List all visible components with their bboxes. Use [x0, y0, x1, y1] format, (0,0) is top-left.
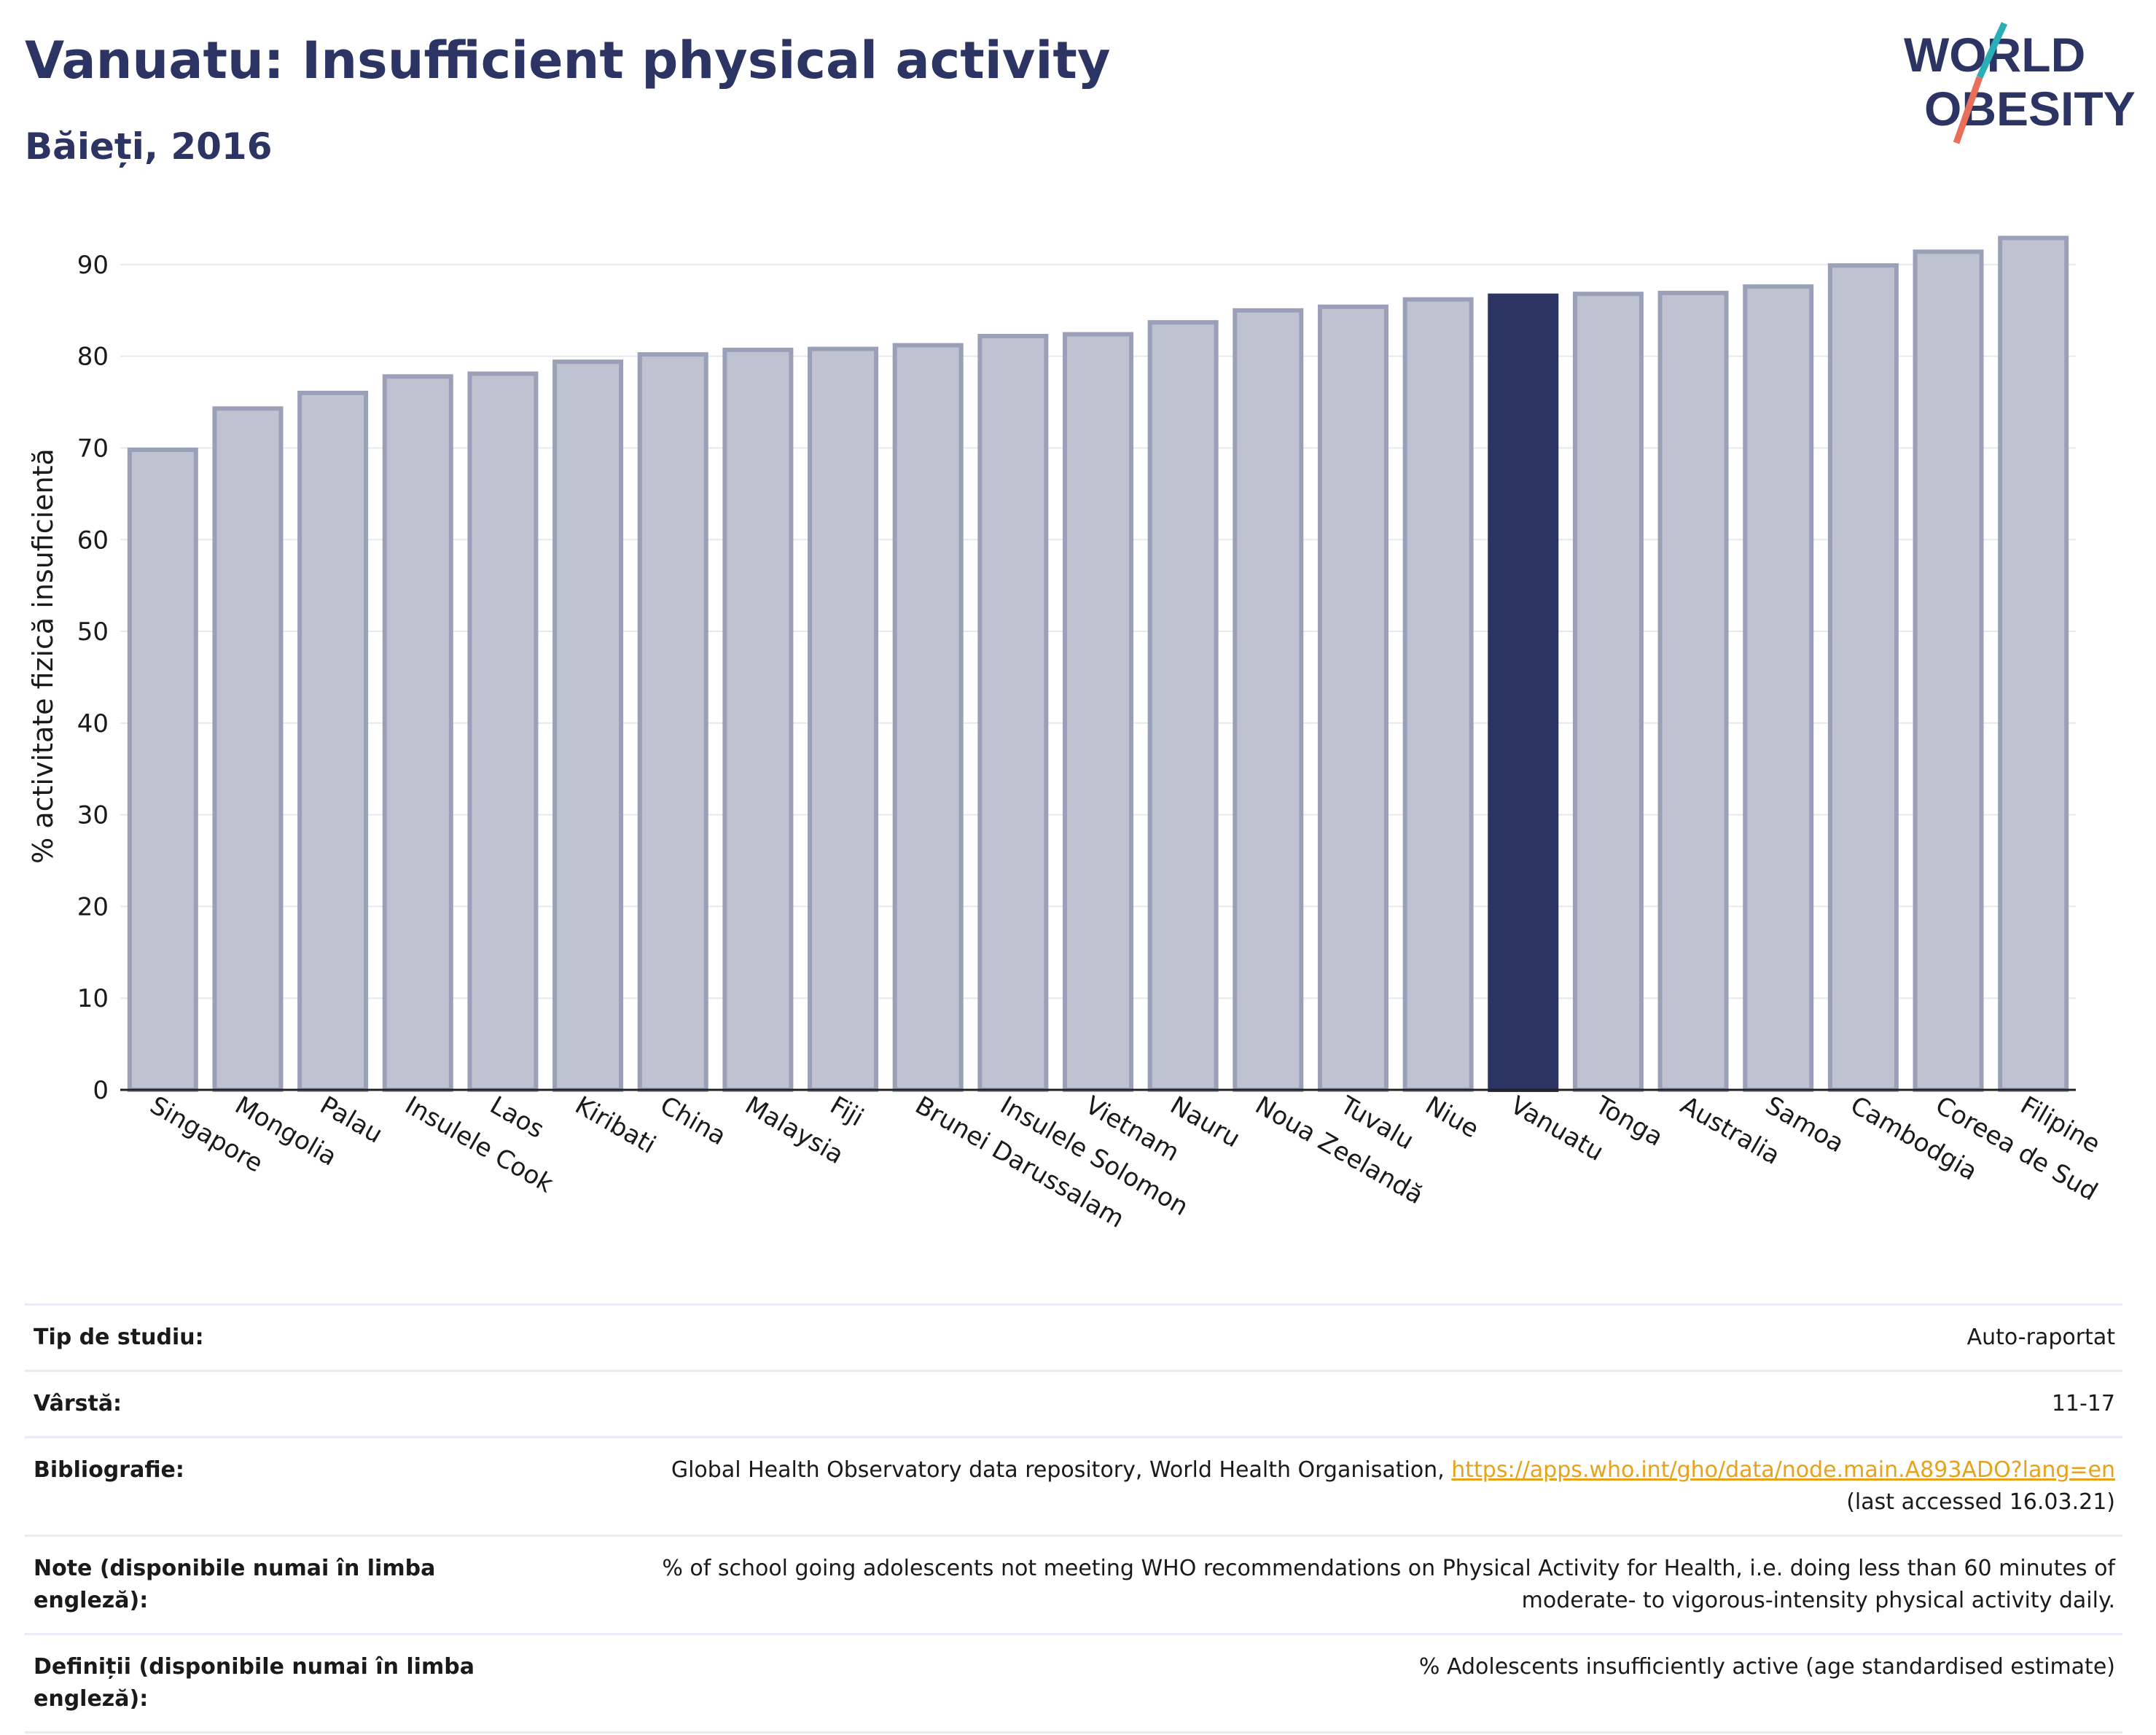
y-axis-label: % activitate fizică insuficientă	[27, 448, 59, 864]
bar-niue	[1402, 297, 1474, 1093]
info-table: Tip de studiu: Auto-raportat Vârstă: 11-…	[25, 1303, 2122, 1734]
bar-china	[637, 352, 708, 1093]
info-value: Auto-raportat	[551, 1303, 2122, 1371]
info-key: Bibliografie:	[25, 1436, 551, 1536]
bar-brunei-darussalam	[892, 343, 964, 1092]
bar-vanuatu	[1488, 293, 1559, 1092]
bar-nauru	[1147, 320, 1219, 1093]
info-row-definitions: Definiții (disponibile numai în limba en…	[25, 1633, 2122, 1734]
source-link[interactable]: https://apps.who.int/gho/data/node.main.…	[1451, 1457, 2115, 1483]
bibliography-text: Global Health Observatory data repositor…	[671, 1457, 1452, 1483]
y-tick-label: 30	[77, 801, 109, 830]
chart-title: Vanuatu: Insufficient physical activity	[25, 31, 1111, 90]
y-tick-label: 60	[77, 526, 109, 555]
last-accessed-text: (last accessed 16.03.21)	[1846, 1489, 2115, 1515]
info-key: Tip de studiu:	[25, 1303, 551, 1371]
y-tick-label: 0	[93, 1076, 109, 1105]
bar-mongolia	[212, 406, 284, 1092]
info-key: Definiții (disponibile numai în limba en…	[25, 1633, 551, 1734]
x-tick-label: Insulele Cook	[400, 1091, 558, 1199]
x-tick-label: Niue	[1421, 1091, 1484, 1144]
x-tick-label: Kiribati	[570, 1091, 660, 1160]
y-tick-label: 90	[77, 251, 109, 280]
bar-kiribati	[552, 359, 624, 1093]
y-tick-label: 10	[77, 984, 109, 1013]
x-tick-label: Vanuatu	[1505, 1091, 1608, 1167]
info-row-study-type: Tip de studiu: Auto-raportat	[25, 1303, 2122, 1371]
info-value: % of school going adolescents not meetin…	[551, 1535, 2122, 1634]
logo-slash-coral	[1953, 76, 1983, 144]
y-tick-label: 80	[77, 343, 109, 372]
world-obesity-logo: WORLD OBESITY	[1904, 22, 2136, 144]
chart-subtitle: Băieți, 2016	[25, 125, 273, 168]
y-tick-label: 70	[77, 434, 109, 463]
bar-australia	[1657, 290, 1729, 1092]
bar-insulele-cook	[382, 374, 453, 1092]
info-value: % Adolescents insufficiently active (age…	[551, 1633, 2122, 1734]
bar-coreea-de-sud	[1913, 249, 1984, 1093]
bars	[127, 235, 2069, 1093]
bar-cambodgia	[1827, 263, 1899, 1093]
info-value: 11-17	[551, 1370, 2122, 1438]
bar-singapore	[127, 447, 198, 1092]
bar-malaysia	[722, 347, 794, 1092]
bar-vietnam	[1063, 332, 1133, 1092]
logo-line2: OBESITY	[1924, 82, 2136, 136]
info-key: Vârstă:	[25, 1370, 551, 1438]
info-row-notes: Note (disponibile numai în limba engleză…	[25, 1535, 2122, 1634]
bar-noua-zeeland-	[1233, 308, 1304, 1093]
y-tick-label: 20	[77, 892, 109, 921]
info-key: Note (disponibile numai în limba engleză…	[25, 1535, 551, 1634]
info-row-bibliography: Bibliografie: Global Health Observatory …	[25, 1436, 2122, 1536]
bar-insulele-solomon	[977, 334, 1049, 1093]
y-tick-label: 40	[77, 709, 109, 738]
logo-line1: WORLD	[1904, 28, 2085, 82]
bar-tuvalu	[1317, 304, 1388, 1092]
bar-chart: 0102030405060708090SingaporeMongoliaPala…	[27, 235, 2105, 1234]
x-tick-label: China	[655, 1091, 731, 1151]
info-value-bibliography: Global Health Observatory data repositor…	[551, 1436, 2122, 1536]
info-row-age: Vârstă: 11-17	[25, 1370, 2122, 1438]
bar-filipine	[1998, 235, 2069, 1093]
logo-slash-teal	[1976, 22, 2008, 79]
x-tick-label: Fiji	[825, 1091, 868, 1132]
bar-tonga	[1572, 292, 1644, 1093]
bar-palau	[297, 391, 369, 1092]
bar-fiji	[808, 346, 879, 1093]
bar-samoa	[1743, 284, 1814, 1092]
y-tick-label: 50	[77, 617, 109, 647]
bar-laos	[467, 371, 539, 1092]
